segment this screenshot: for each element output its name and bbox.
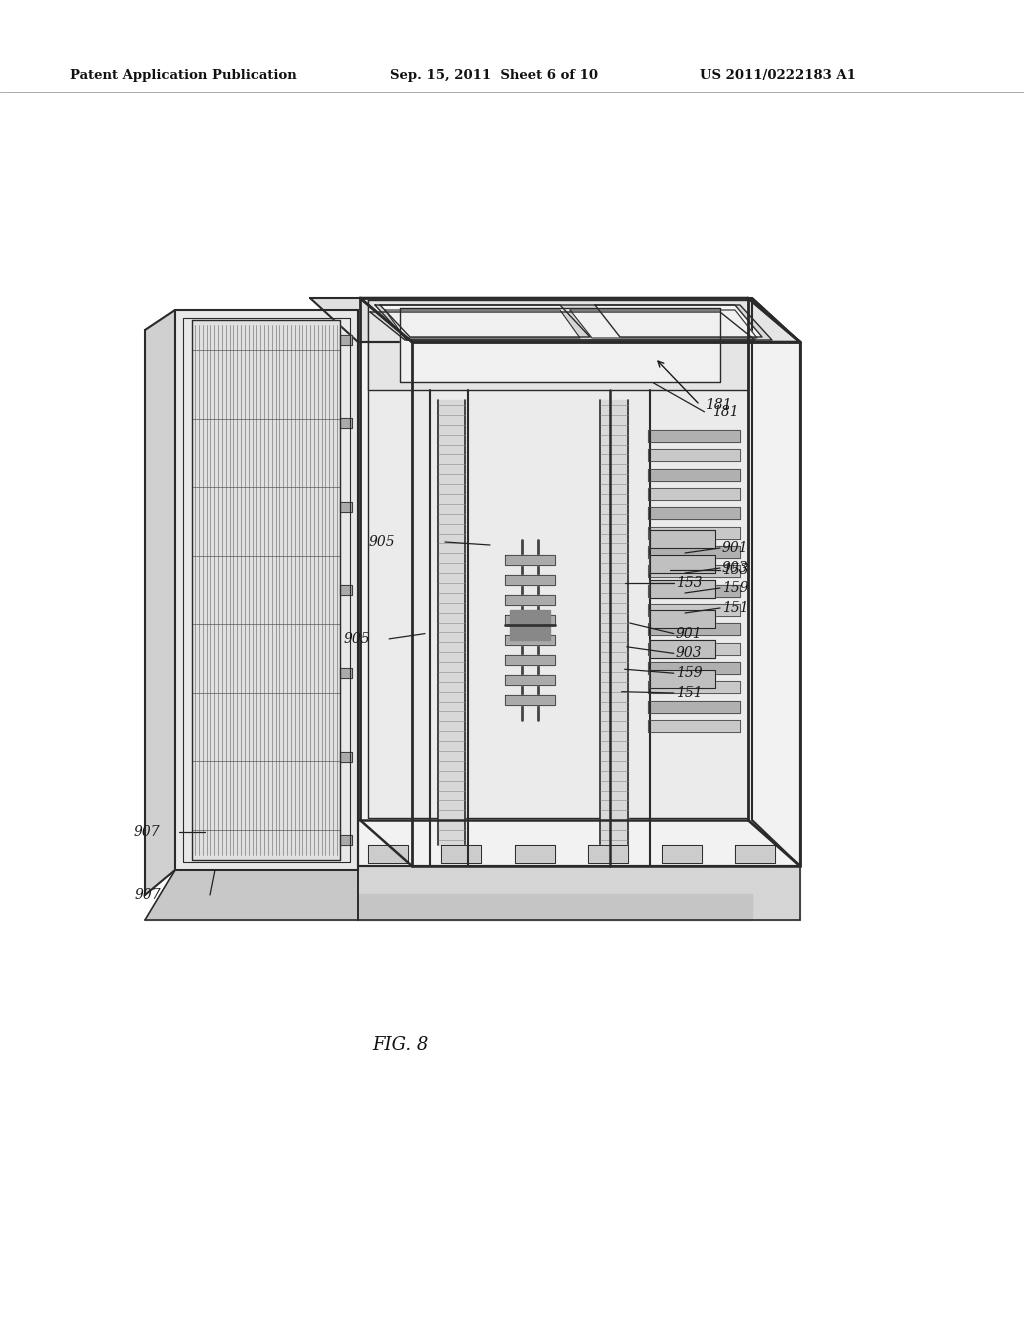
Polygon shape xyxy=(648,527,740,539)
Text: 153: 153 xyxy=(676,577,702,590)
Polygon shape xyxy=(400,308,720,381)
Text: 907: 907 xyxy=(135,888,162,902)
Polygon shape xyxy=(370,312,755,341)
Polygon shape xyxy=(340,668,352,678)
Polygon shape xyxy=(510,610,550,640)
Polygon shape xyxy=(600,400,628,845)
Polygon shape xyxy=(505,595,555,605)
Polygon shape xyxy=(380,305,590,337)
Polygon shape xyxy=(648,565,740,577)
Text: 151: 151 xyxy=(676,686,702,700)
Polygon shape xyxy=(358,866,800,920)
Polygon shape xyxy=(648,719,740,733)
Text: 153: 153 xyxy=(722,564,749,577)
Text: 905: 905 xyxy=(343,632,370,645)
Polygon shape xyxy=(505,696,555,705)
Text: 159: 159 xyxy=(722,581,749,595)
Text: 181: 181 xyxy=(705,399,731,412)
Polygon shape xyxy=(662,845,701,863)
Polygon shape xyxy=(648,430,740,442)
Text: 903: 903 xyxy=(676,647,702,660)
Text: US 2011/0222183 A1: US 2011/0222183 A1 xyxy=(700,69,856,82)
Polygon shape xyxy=(650,610,715,628)
Polygon shape xyxy=(340,418,352,428)
Text: 901: 901 xyxy=(722,541,749,554)
Polygon shape xyxy=(648,469,740,480)
Polygon shape xyxy=(441,845,481,863)
Polygon shape xyxy=(650,671,715,688)
Polygon shape xyxy=(358,342,800,866)
Polygon shape xyxy=(650,531,715,548)
Polygon shape xyxy=(648,681,740,693)
Text: 907: 907 xyxy=(133,825,160,838)
Polygon shape xyxy=(505,675,555,685)
Polygon shape xyxy=(145,310,175,895)
Polygon shape xyxy=(648,643,740,655)
Text: 905: 905 xyxy=(369,535,395,549)
Polygon shape xyxy=(360,298,800,342)
Polygon shape xyxy=(368,300,748,389)
Polygon shape xyxy=(368,845,408,863)
Polygon shape xyxy=(340,335,352,345)
Polygon shape xyxy=(145,870,358,920)
Polygon shape xyxy=(375,305,772,341)
Polygon shape xyxy=(650,554,715,573)
Polygon shape xyxy=(648,701,740,713)
Polygon shape xyxy=(588,845,628,863)
Polygon shape xyxy=(385,310,580,338)
Polygon shape xyxy=(340,585,352,595)
Polygon shape xyxy=(648,585,740,597)
Polygon shape xyxy=(340,751,352,762)
Text: 903: 903 xyxy=(722,561,749,576)
Polygon shape xyxy=(368,300,748,818)
Text: 159: 159 xyxy=(676,667,702,680)
Polygon shape xyxy=(505,615,555,624)
Polygon shape xyxy=(650,640,715,657)
Polygon shape xyxy=(570,310,757,338)
Text: 151: 151 xyxy=(722,601,749,615)
Polygon shape xyxy=(340,502,352,512)
Text: 181: 181 xyxy=(712,405,738,418)
Polygon shape xyxy=(648,605,740,616)
Text: 901: 901 xyxy=(676,627,702,640)
Polygon shape xyxy=(175,310,358,870)
Polygon shape xyxy=(650,579,715,598)
Polygon shape xyxy=(310,298,800,342)
Polygon shape xyxy=(505,655,555,665)
Polygon shape xyxy=(505,635,555,645)
Text: FIG. 8: FIG. 8 xyxy=(372,1036,428,1053)
Polygon shape xyxy=(358,894,752,920)
Polygon shape xyxy=(735,845,775,863)
Polygon shape xyxy=(648,663,740,675)
Polygon shape xyxy=(595,305,762,337)
Polygon shape xyxy=(505,554,555,565)
Polygon shape xyxy=(438,400,465,845)
Polygon shape xyxy=(648,507,740,519)
Polygon shape xyxy=(648,449,740,461)
Polygon shape xyxy=(340,836,352,845)
Text: Sep. 15, 2011  Sheet 6 of 10: Sep. 15, 2011 Sheet 6 of 10 xyxy=(390,69,598,82)
Text: Patent Application Publication: Patent Application Publication xyxy=(70,69,297,82)
Polygon shape xyxy=(648,623,740,635)
Polygon shape xyxy=(648,488,740,500)
Polygon shape xyxy=(752,298,800,866)
Polygon shape xyxy=(515,845,555,863)
Polygon shape xyxy=(648,546,740,558)
Polygon shape xyxy=(193,319,340,861)
Polygon shape xyxy=(505,576,555,585)
